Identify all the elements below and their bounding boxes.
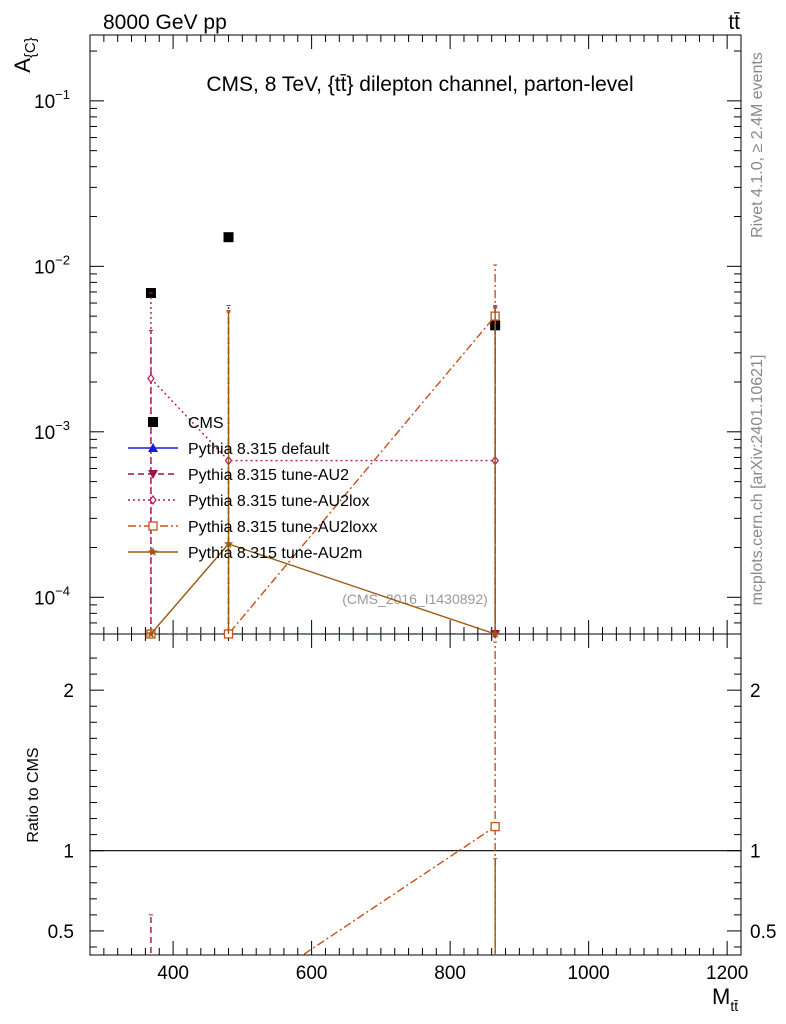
legend-label: Pythia 8.315 tune-AU2 (188, 467, 349, 484)
legend-marker (149, 495, 157, 505)
y-tick-label: 10−1 (34, 87, 70, 113)
legend-entry: CMS (188, 415, 224, 432)
legend-marker (148, 470, 158, 479)
data-point (146, 629, 156, 638)
series-line (150, 315, 496, 634)
ratio-series-1 (301, 641, 498, 955)
x-tick-label: 400 (157, 963, 189, 984)
plot-area: 400 600 800 1000 1200 10−1 10−2 10−3 10−4 0.5 0.5 1… (10, 34, 776, 1014)
ratio-plot-frame (89, 633, 742, 956)
data-point (223, 232, 234, 243)
legend-label: Pythia 8.315 tune-AU2lox (188, 493, 369, 510)
rivet-label: Rivet 4.1.0, ≥ 2.4M events (749, 52, 766, 238)
data-point (147, 373, 155, 384)
legend-marker (148, 521, 158, 531)
x-tick-label: 1200 (706, 963, 748, 984)
y-tick-label: 10−3 (34, 418, 70, 444)
ratio-y-axis-label: Ratio to CMS (25, 747, 42, 842)
legend-entry: Pythia 8.315 tune-AU2m (128, 545, 362, 562)
legend-marker (148, 417, 158, 427)
ratio-point (490, 821, 500, 832)
legend-entry: Pythia 8.315 tune-AU2lox (128, 493, 369, 510)
analysis-watermark: (CMS_2016_I1430892) (342, 591, 488, 607)
header-process: 8000 GeV pp (103, 11, 227, 34)
legend-label: Pythia 8.315 tune-AU2loxx (188, 519, 377, 536)
ratio-tick-label: 1 (63, 842, 74, 863)
legend-marker (148, 547, 158, 556)
series-line (150, 378, 496, 462)
ratio-tick-label-right: 1 (750, 842, 761, 863)
header-final-state: tt̄ (728, 11, 740, 34)
ratio-tick-label: 0.5 (48, 922, 74, 943)
legend-label: Pythia 8.315 default (188, 441, 330, 458)
data-point (490, 629, 500, 638)
legend-entry: Pythia 8.315 tune-AU2 (128, 467, 349, 484)
legend-entry: Pythia 8.315 default (128, 441, 330, 458)
ratio-series-0 (148, 914, 153, 955)
x-tick-label: 1000 (567, 963, 609, 984)
ratio-tick-label-right: 2 (750, 681, 761, 702)
series-3 (148, 292, 498, 634)
x-tick-label: 600 (296, 963, 328, 984)
x-axis-label: Mtt̄ (712, 984, 738, 1014)
legend-entry: Pythia 8.315 tune-AU2loxx (128, 519, 377, 536)
data-point (223, 539, 234, 548)
y-tick-label: 10−4 (34, 583, 70, 609)
legend-label: Pythia 8.315 tune-AU2m (188, 545, 362, 562)
ratio-tick-label: 2 (63, 681, 74, 702)
legend-marker (148, 443, 158, 452)
ratio-series-2 (493, 858, 498, 955)
y-tick-label: 10−2 (34, 252, 70, 278)
x-tick-label: 800 (434, 963, 466, 984)
mcplots-label: mcplots.cern.ch [arXiv:2401.10621] (749, 355, 766, 606)
ratio-line (301, 826, 496, 955)
y-axis-label: A{C} (10, 37, 39, 73)
legend-label: CMS (188, 415, 224, 432)
ratio-tick-label-right: 0.5 (750, 922, 776, 943)
chart-title: CMS, 8 TeV, {tt̄} dilepton channel, part… (206, 73, 633, 96)
